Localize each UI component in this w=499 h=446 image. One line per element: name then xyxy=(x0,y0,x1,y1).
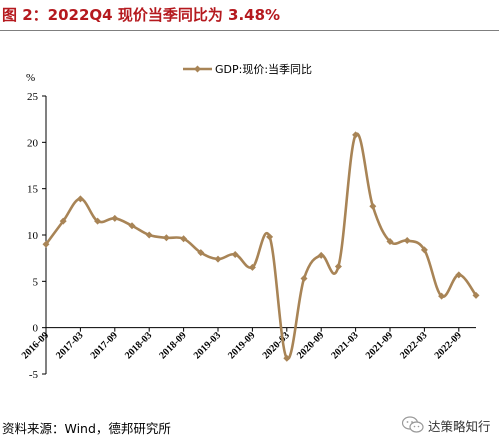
data-point-2022-09 xyxy=(455,271,463,279)
data-point-2020-03 xyxy=(283,354,291,362)
x-tick-label: 2021-03 xyxy=(329,330,360,361)
data-point-2018-09 xyxy=(180,235,188,243)
series-line xyxy=(44,132,478,360)
data-point-2021-12 xyxy=(403,237,411,245)
data-point-2019-06 xyxy=(231,250,239,258)
y-tick-label: 25 xyxy=(27,91,39,103)
gdp-line-chart: % GDP:现价:当季同比 -5 0 5 10 15 20 25 2016-09 2017-0… xyxy=(20,62,480,381)
x-tick-label: 2017-09 xyxy=(89,330,120,361)
data-point-2017-09 xyxy=(111,214,119,222)
y-tick-label: 0 xyxy=(33,323,39,335)
x-axis: 2016-09 2017-03 2017-09 2018-03 2018-09 2019-… xyxy=(20,327,476,361)
x-tick-label: 2021-09 xyxy=(364,330,395,361)
data-point-2021-06 xyxy=(369,202,377,210)
x-tick-label: 2022-09 xyxy=(433,330,464,361)
watermark-text: 达策略知行 xyxy=(428,418,491,434)
legend: GDP:现价:当季同比 xyxy=(183,62,312,76)
x-tick-label: 2018-09 xyxy=(157,330,188,361)
data-point-2022-06 xyxy=(438,292,446,300)
y-tick-label: -5 xyxy=(29,369,39,381)
data-point-2021-09 xyxy=(386,237,394,245)
data-point-2016-09 xyxy=(42,240,50,248)
data-point-2017-12 xyxy=(128,222,136,230)
data-point-2021-03 xyxy=(352,131,360,139)
plot-area xyxy=(42,131,480,362)
y-tick-label: 20 xyxy=(27,137,39,149)
data-point-2018-12 xyxy=(197,249,205,257)
x-tick-label: 2018-03 xyxy=(123,330,154,361)
data-point-2019-12 xyxy=(266,233,274,241)
data-point-2019-09 xyxy=(248,263,256,271)
data-point-2018-03 xyxy=(145,231,153,239)
data-point-2016-12 xyxy=(59,217,67,225)
x-tick-label: 2017-03 xyxy=(54,330,85,361)
data-point-2018-06 xyxy=(162,234,170,242)
wechat-icon xyxy=(402,416,424,433)
title-divider xyxy=(0,30,499,31)
x-tick-label: 2020-09 xyxy=(295,330,326,361)
data-point-2020-06 xyxy=(300,275,308,283)
data-point-2019-03 xyxy=(214,255,222,263)
y-tick-label: 5 xyxy=(33,276,39,288)
data-point-2022-03 xyxy=(420,246,428,254)
y-tick-label: 15 xyxy=(27,184,39,196)
data-point-2020-09 xyxy=(317,251,325,259)
data-point-2020-12 xyxy=(334,263,342,271)
source-note: 资料来源：Wind，德邦研究所 xyxy=(2,421,171,436)
x-tick-label: 2019-09 xyxy=(226,330,257,361)
data-point-2022-12 xyxy=(472,291,480,299)
y-axis-unit: % xyxy=(26,72,35,84)
x-tick-label: 2022-03 xyxy=(398,330,429,361)
legend-swatch-marker xyxy=(194,65,201,73)
legend-label: GDP:现价:当季同比 xyxy=(215,62,312,76)
wechat-watermark: 达策略知行 xyxy=(402,414,491,436)
x-tick-label: 2019-03 xyxy=(192,330,223,361)
figure-title: 图 2：2022Q4 现价当季同比为 3.48% xyxy=(2,6,281,24)
y-tick-label: 10 xyxy=(27,230,39,242)
data-point-2017-06 xyxy=(94,217,102,225)
data-point-2017-03 xyxy=(76,195,84,203)
